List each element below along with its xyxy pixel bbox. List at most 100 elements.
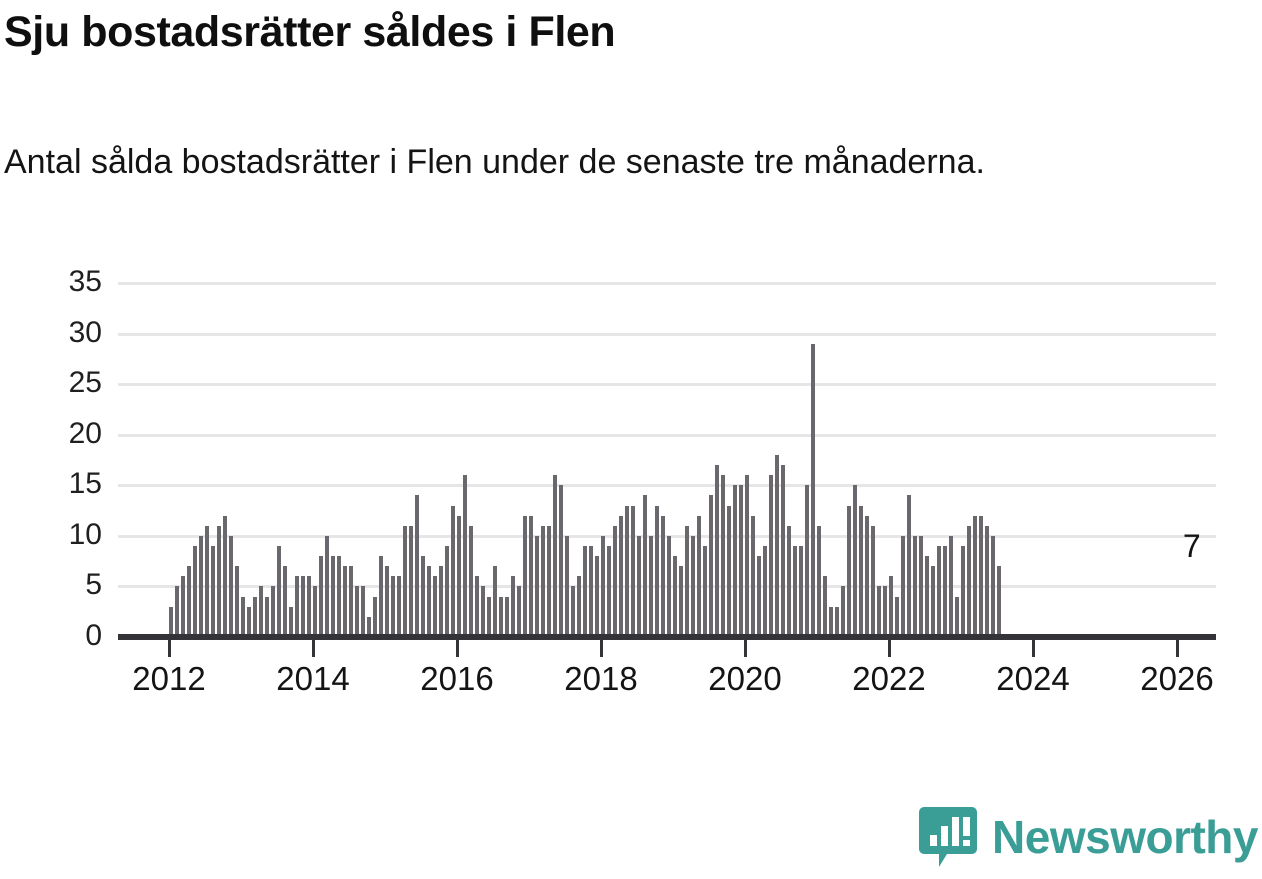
bar [175, 586, 179, 637]
bar [643, 495, 647, 637]
bar [583, 545, 587, 637]
bar [829, 606, 833, 637]
bar [745, 475, 749, 637]
bar [187, 566, 191, 637]
bar [871, 525, 875, 637]
bar [739, 485, 743, 637]
x-axis-label: 2020 [708, 660, 782, 697]
x-axis-tick [1032, 640, 1035, 657]
page-subtitle: Antal sålda bostadsrätter i Flen under d… [4, 143, 985, 181]
bar [817, 525, 821, 637]
bar [835, 606, 839, 637]
bar [247, 606, 251, 637]
bar [781, 465, 785, 637]
bar [763, 545, 767, 637]
bar [913, 535, 917, 637]
x-axis-tick [744, 640, 747, 657]
bar [427, 566, 431, 637]
bar [547, 525, 551, 637]
bar [469, 525, 473, 637]
bar [847, 505, 851, 637]
bar [571, 586, 575, 637]
bar [769, 475, 773, 637]
bar [307, 576, 311, 637]
bar [865, 515, 869, 637]
bar [181, 576, 185, 637]
bar [715, 465, 719, 637]
bar [199, 535, 203, 637]
bar [475, 576, 479, 637]
bar [691, 535, 695, 637]
y-axis-label: 15 [68, 467, 102, 501]
x-axis-label: 2016 [420, 660, 494, 697]
bar [481, 586, 485, 637]
bar [499, 596, 503, 637]
bar [493, 566, 497, 637]
bar [559, 485, 563, 637]
bar [619, 515, 623, 637]
bar [985, 525, 989, 637]
bar [631, 505, 635, 637]
bar [445, 545, 449, 637]
bar [379, 556, 383, 637]
bar [433, 576, 437, 637]
bar [709, 495, 713, 637]
bar [949, 535, 953, 637]
plot-area [118, 282, 1216, 637]
bar [667, 535, 671, 637]
x-axis-label: 2022 [852, 660, 926, 697]
bar [961, 545, 965, 637]
bar [685, 525, 689, 637]
bar [937, 545, 941, 637]
bar [205, 525, 209, 637]
bar [787, 525, 791, 637]
bar [649, 535, 653, 637]
bar [487, 596, 491, 637]
bar [553, 475, 557, 637]
bar [193, 545, 197, 637]
y-axis-label: 20 [68, 416, 102, 450]
gridline [118, 282, 1216, 285]
bar [529, 515, 533, 637]
x-axis-label: 2014 [276, 660, 350, 697]
bar [241, 596, 245, 637]
x-axis-tick [888, 640, 891, 657]
bar [613, 525, 617, 637]
highlight-value-label: 7 [1182, 528, 1201, 565]
x-axis-line [118, 634, 1216, 640]
bar [721, 475, 725, 637]
bar [991, 535, 995, 637]
bar [319, 556, 323, 637]
x-axis-tick [456, 640, 459, 657]
bar [595, 556, 599, 637]
y-axis-label: 30 [68, 315, 102, 349]
bar [607, 545, 611, 637]
bar [823, 576, 827, 637]
bar [289, 606, 293, 637]
page-title: Sju bostadsrätter såldes i Flen [4, 8, 616, 56]
bar-series [118, 283, 1216, 637]
bar [733, 485, 737, 637]
x-axis-label: 2012 [132, 660, 206, 697]
bar [751, 515, 755, 637]
bar [727, 505, 731, 637]
bar [409, 525, 413, 637]
bar [367, 616, 371, 637]
x-axis-tick [168, 640, 171, 657]
bar [415, 495, 419, 637]
bar [325, 535, 329, 637]
x-axis-label: 2024 [996, 660, 1070, 697]
logo-text: Newsworthy [992, 811, 1258, 863]
bar-chart-speech-bubble-icon [919, 807, 978, 867]
bar [169, 606, 173, 637]
bar [511, 576, 515, 637]
bar [313, 586, 317, 637]
gridline [118, 534, 1216, 538]
bar [907, 495, 911, 637]
bar [421, 556, 425, 637]
bar [277, 545, 281, 637]
bar [943, 545, 947, 637]
bar [853, 485, 857, 637]
bar [919, 535, 923, 637]
bar [793, 545, 797, 637]
